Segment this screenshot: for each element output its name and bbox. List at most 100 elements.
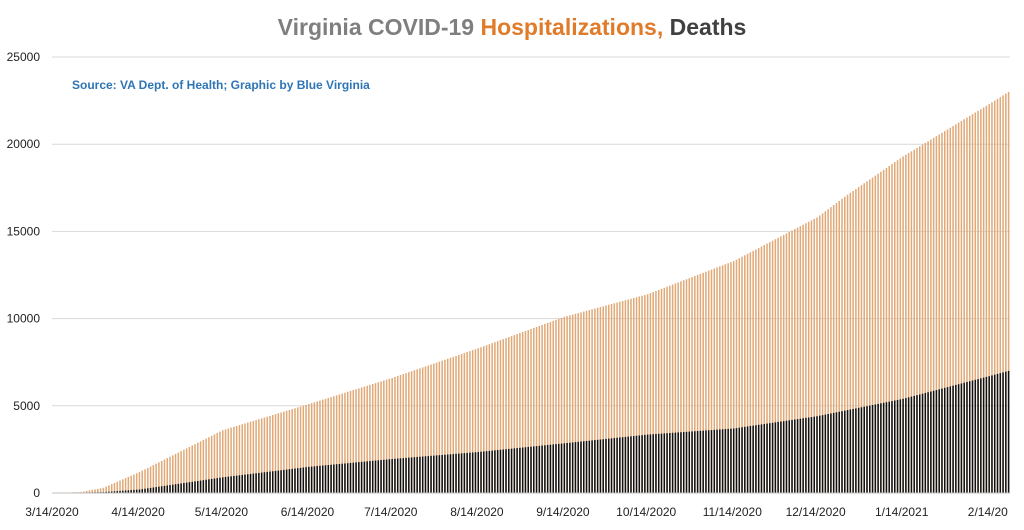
hospitalizations-bar [752, 250, 754, 493]
hospitalizations-bar [133, 474, 135, 493]
deaths-bar [613, 438, 616, 493]
deaths-bar [474, 452, 477, 493]
x-tick-label: 10/14/2020 [616, 505, 676, 519]
deaths-bar [119, 490, 121, 493]
hospitalizations-bar [244, 423, 246, 493]
hospitalizations-bar [927, 141, 929, 493]
deaths-bar [355, 462, 357, 493]
hospitalizations-bar [791, 230, 793, 493]
hospitalizations-bar [113, 482, 116, 493]
hospitalizations-bar [607, 304, 610, 493]
deaths-bar [416, 456, 418, 493]
deaths-bar [202, 480, 205, 493]
hospitalizations-bar [1007, 91, 1010, 493]
deaths-bar [233, 475, 235, 493]
deaths-bar [913, 395, 915, 493]
deaths-bar [294, 468, 296, 493]
hospitalizations-bar [971, 114, 974, 494]
hospitalizations-bar [424, 366, 427, 493]
deaths-bar [835, 412, 838, 493]
deaths-bar [771, 422, 774, 493]
deaths-bar [982, 377, 985, 493]
hospitalizations-bar [238, 425, 241, 493]
hospitalizations-bar [391, 377, 393, 493]
hospitalizations-bar [199, 441, 202, 493]
deaths-bar [358, 462, 360, 493]
deaths-bar [516, 448, 518, 493]
deaths-bar [335, 464, 338, 493]
deaths-bar [860, 407, 863, 493]
deaths-bar [569, 442, 571, 493]
hospitalizations-bar [527, 330, 529, 493]
deaths-bar [652, 434, 654, 493]
deaths-bar [280, 470, 282, 493]
hospitalizations-bar [294, 408, 296, 493]
hospitalizations-bar [505, 338, 507, 493]
deaths-bar [955, 384, 957, 493]
deaths-bar [932, 390, 935, 493]
hospitalizations-bar [649, 293, 652, 493]
deaths-bar [760, 424, 763, 493]
deaths-bar [291, 468, 293, 493]
deaths-bar [144, 488, 146, 493]
hospitalizations-bar [769, 242, 771, 493]
hospitalizations-bar [166, 458, 168, 493]
deaths-bar [977, 379, 979, 493]
hospitalizations-bar [899, 158, 902, 493]
hospitalizations-bar [352, 390, 355, 493]
hospitalizations-bar [452, 356, 455, 493]
hospitalizations-bar [355, 389, 357, 493]
deaths-bar [705, 430, 707, 493]
deaths-bar [938, 389, 940, 493]
hospitalizations-bar [569, 315, 571, 493]
deaths-bar [816, 416, 818, 493]
deaths-bar [671, 432, 674, 493]
hospitalizations-bar [1002, 95, 1004, 494]
hospitalizations-bar [694, 276, 696, 493]
deaths-bar [791, 419, 793, 493]
deaths-bar [910, 396, 913, 493]
deaths-bar [957, 384, 960, 493]
deaths-bar [827, 414, 829, 493]
hospitalizations-bar [252, 420, 255, 493]
hospitalizations-bar [263, 417, 266, 493]
deaths-bar [216, 478, 218, 493]
deaths-bar [996, 373, 999, 493]
deaths-bar [844, 410, 846, 493]
hospitalizations-bar [691, 277, 693, 493]
deaths-bar [449, 454, 452, 493]
hospitalizations-bar [102, 487, 105, 493]
hospitalizations-bar [896, 160, 899, 494]
hospitalizations-bar [299, 406, 302, 493]
deaths-bar [632, 436, 635, 493]
deaths-bar [321, 465, 324, 493]
hospitalizations-bar [702, 272, 704, 493]
deaths-bar [374, 460, 377, 493]
deaths-bar [971, 380, 974, 493]
deaths-bar [402, 458, 405, 493]
deaths-bar [916, 395, 918, 493]
deaths-bar [830, 413, 832, 493]
deaths-bar [596, 439, 599, 493]
hospitalizations-bar [849, 192, 852, 494]
deaths-bar [894, 400, 896, 493]
hospitalizations-bar [208, 437, 210, 493]
deaths-bar [846, 410, 849, 493]
hospitalizations-bar [977, 110, 979, 493]
x-tick-label: 2/14/20 [968, 505, 1008, 519]
hospitalizations-bar [188, 446, 191, 493]
deaths-bar [488, 450, 491, 493]
deaths-bar [566, 443, 568, 493]
hospitalizations-bar [852, 190, 854, 493]
deaths-bar [299, 467, 302, 493]
hospitalizations-bar [435, 362, 438, 493]
hospitalizations-bar [566, 316, 568, 493]
hospitalizations-bar [321, 399, 324, 493]
deaths-bar [880, 403, 882, 493]
deaths-bar [657, 433, 660, 493]
deaths-bar [369, 461, 371, 493]
hospitalizations-bar [477, 348, 480, 493]
deaths-bar [546, 444, 549, 493]
hospitalizations-bar [663, 287, 666, 493]
deaths-bar [244, 474, 246, 493]
